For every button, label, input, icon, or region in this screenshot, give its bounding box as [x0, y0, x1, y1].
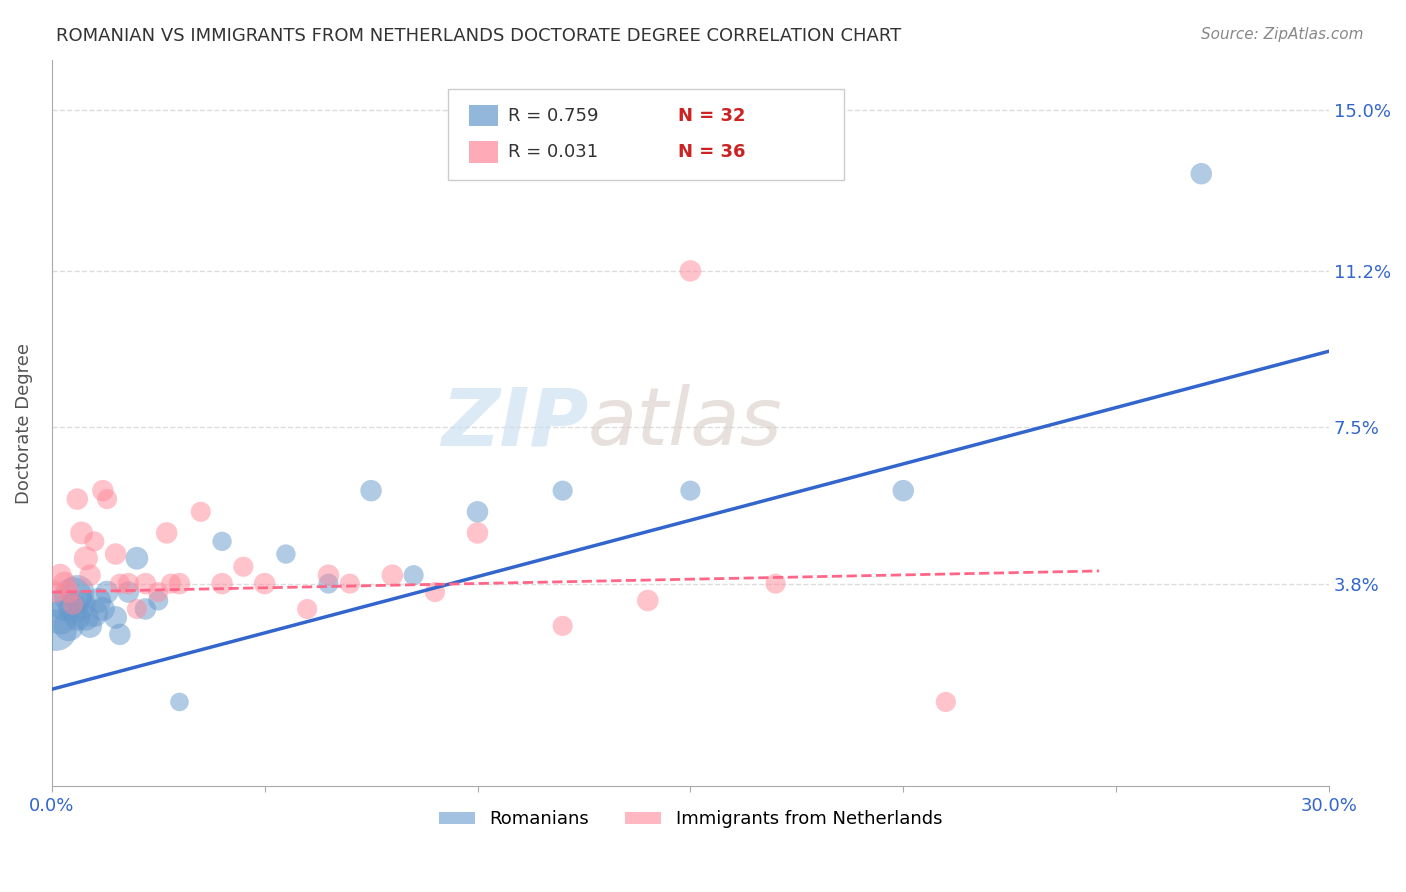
Point [66, 610, 89, 624]
Text: ROMANIAN VS IMMIGRANTS FROM NETHERLANDS DOCTORATE DEGREE CORRELATION CHART: ROMANIAN VS IMMIGRANTS FROM NETHERLANDS … [56, 27, 901, 45]
Point [169, 576, 191, 591]
Point [117, 585, 139, 599]
Point [87, 593, 110, 607]
Text: R = 0.759: R = 0.759 [508, 106, 598, 125]
Point [45, 623, 67, 637]
Point [49, 610, 72, 624]
Point [360, 483, 382, 498]
Text: ZIP: ZIP [441, 384, 588, 462]
Point [125, 551, 148, 566]
Point [104, 610, 127, 624]
Point [637, 593, 659, 607]
Point [108, 576, 131, 591]
Point [1189, 167, 1212, 181]
Point [49, 568, 72, 582]
Text: Source: ZipAtlas.com: Source: ZipAtlas.com [1201, 27, 1364, 42]
Point [96, 492, 118, 507]
FancyBboxPatch shape [470, 104, 498, 127]
Point [70, 598, 93, 612]
Point [274, 547, 297, 561]
Point [75, 610, 97, 624]
Point [551, 619, 574, 633]
Point [79, 568, 101, 582]
Point [160, 576, 183, 591]
Point [62, 590, 84, 604]
Point [58, 619, 80, 633]
Point [169, 695, 191, 709]
Text: R = 0.031: R = 0.031 [508, 143, 598, 161]
Text: atlas: atlas [588, 384, 783, 462]
Point [156, 525, 179, 540]
Point [91, 602, 114, 616]
Point [62, 598, 84, 612]
Point [551, 483, 574, 498]
Point [935, 695, 957, 709]
Point [467, 505, 489, 519]
Point [104, 547, 127, 561]
Point [423, 585, 446, 599]
Point [83, 606, 105, 620]
FancyBboxPatch shape [447, 88, 844, 179]
Point [96, 585, 118, 599]
Point [58, 585, 80, 599]
Point [83, 534, 105, 549]
Point [232, 559, 254, 574]
Point [253, 576, 276, 591]
Point [53, 598, 76, 612]
Point [148, 593, 170, 607]
Point [53, 576, 76, 591]
Point [295, 602, 318, 616]
Point [679, 264, 702, 278]
Point [402, 568, 425, 582]
Legend: Romanians, Immigrants from Netherlands: Romanians, Immigrants from Netherlands [432, 803, 949, 836]
Point [148, 585, 170, 599]
Point [134, 576, 156, 591]
Point [117, 576, 139, 591]
Point [125, 602, 148, 616]
Point [318, 576, 340, 591]
Point [467, 525, 489, 540]
Y-axis label: Doctorate Degree: Doctorate Degree [15, 343, 32, 504]
Text: N = 36: N = 36 [678, 143, 745, 161]
Point [190, 505, 212, 519]
Point [318, 568, 340, 582]
Point [75, 551, 97, 566]
Point [679, 483, 702, 498]
Point [70, 525, 93, 540]
Point [62, 602, 84, 616]
Point [891, 483, 914, 498]
Point [381, 568, 404, 582]
FancyBboxPatch shape [470, 141, 498, 163]
Point [45, 585, 67, 599]
Point [339, 576, 361, 591]
Point [79, 619, 101, 633]
Point [91, 483, 114, 498]
Point [66, 585, 89, 599]
Point [211, 534, 233, 549]
Point [108, 627, 131, 641]
Point [66, 492, 89, 507]
Text: N = 32: N = 32 [678, 106, 745, 125]
Point [765, 576, 787, 591]
Point [211, 576, 233, 591]
Point [134, 602, 156, 616]
